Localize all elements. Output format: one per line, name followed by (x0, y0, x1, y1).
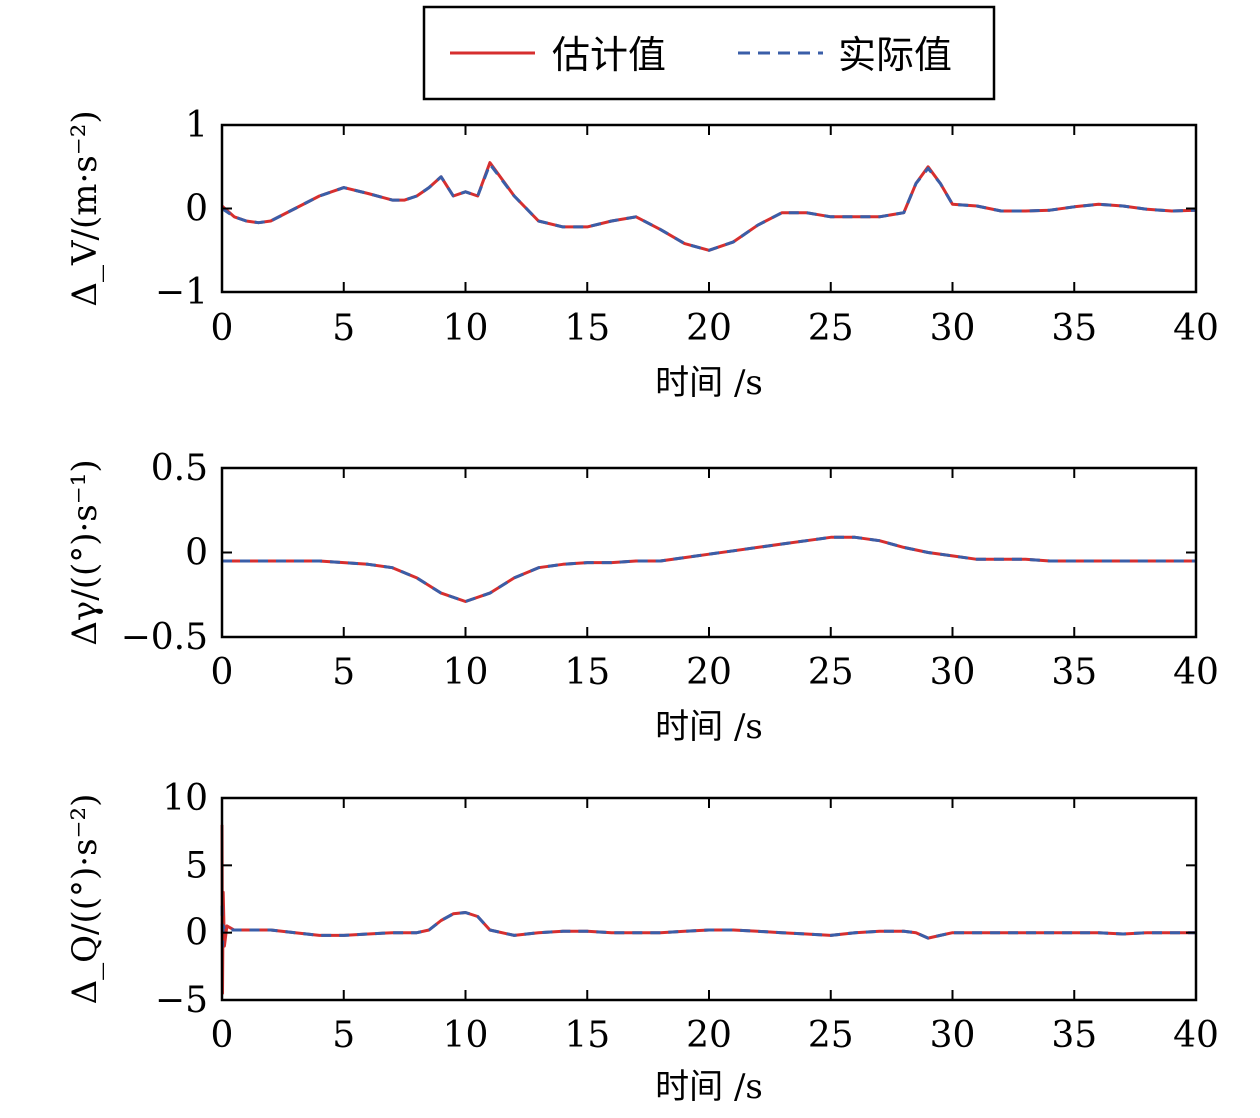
x-tick-label: 35 (1051, 652, 1097, 693)
x-tick-label: 30 (930, 1015, 976, 1056)
x-tick-label: 30 (930, 652, 976, 693)
y-axis-label: Δ_Q/((°)·s⁻²) (65, 794, 105, 1005)
series-actual-line (222, 535, 1196, 603)
x-tick-label: 15 (564, 1015, 610, 1056)
x-tick-label: 25 (808, 652, 854, 693)
y-axis-label: Δ_V/(m·s⁻²) (65, 110, 105, 306)
x-tick-label: 0 (211, 652, 234, 693)
x-axis-label: 时间 /s (655, 363, 763, 403)
x-tick-label: 10 (443, 308, 489, 349)
x-tick-label: 10 (443, 652, 489, 693)
series-estimated-line (220, 824, 1196, 995)
chart-panel: 0 5 10 15 20 25 30 35 40−0.500.5时间 /sΔγ/((°)·s⁻¹… (65, 448, 1219, 747)
x-tick-label: 5 (332, 1015, 355, 1056)
x-axis-label: 时间 /s (655, 707, 763, 747)
x-tick-label: 25 (808, 1015, 854, 1056)
legend-actual-label: 实际值 (838, 33, 952, 77)
y-tick-label: 1 (185, 105, 208, 146)
x-axis-label: 时间 /s (655, 1067, 763, 1107)
series-actual-line (220, 905, 1196, 948)
x-tick-label: 40 (1173, 652, 1219, 693)
y-axis-label: Δγ/((°)·s⁻¹) (65, 459, 105, 645)
y-tick-label: 5 (185, 845, 208, 886)
x-tick-label: 20 (686, 308, 732, 349)
x-tick-label: 15 (564, 308, 610, 349)
x-tick-label: 20 (686, 652, 732, 693)
y-tick-label: 0 (185, 189, 208, 230)
x-tick-label: 25 (808, 308, 854, 349)
series-estimated-line (222, 535, 1196, 603)
y-tick-label: 0.5 (151, 448, 208, 489)
series-actual-line (221, 162, 1197, 252)
y-tick-label: 0 (185, 533, 208, 574)
x-tick-label: 35 (1051, 1015, 1097, 1056)
plot-frame (220, 123, 1198, 294)
y-tick-label: 0 (185, 913, 208, 954)
x-tick-label: 15 (564, 652, 610, 693)
x-tick-label: 5 (332, 308, 355, 349)
x-tick-label: 40 (1173, 308, 1219, 349)
y-tick-label: −1 (155, 272, 208, 313)
x-tick-label: 40 (1173, 1015, 1219, 1056)
x-tick-label: 0 (211, 1015, 234, 1056)
x-tick-label: 10 (443, 1015, 489, 1056)
x-tick-label: 20 (686, 1015, 732, 1056)
plot-frame (220, 466, 1198, 639)
y-tick-label: −0.5 (121, 617, 208, 658)
series-estimated-line (221, 161, 1197, 252)
y-tick-label: 10 (162, 778, 208, 819)
y-tick-label: −5 (155, 980, 208, 1021)
x-tick-label: 0 (211, 308, 234, 349)
legend: 估计值 实际值 (422, 5, 996, 101)
plot-frame (220, 796, 1198, 1002)
legend-estimated-label: 估计值 (552, 33, 666, 77)
x-tick-label: 5 (332, 652, 355, 693)
x-tick-label: 30 (930, 308, 976, 349)
x-tick-label: 35 (1051, 308, 1097, 349)
